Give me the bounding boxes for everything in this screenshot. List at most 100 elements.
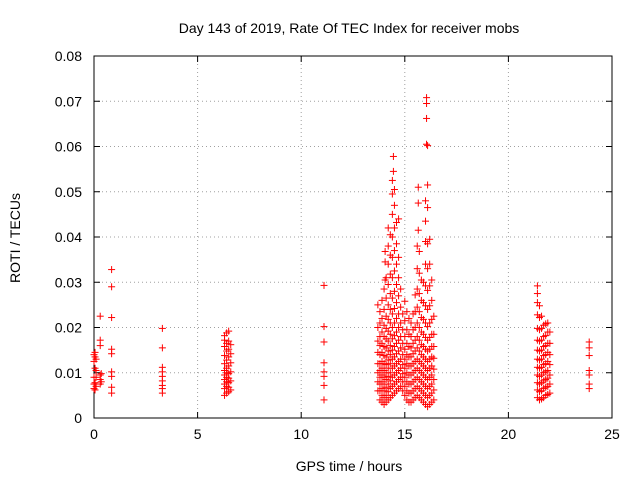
data-point	[221, 360, 229, 368]
data-point	[585, 380, 593, 388]
data-point	[388, 233, 396, 241]
data-point	[386, 377, 394, 385]
data-point	[386, 351, 394, 359]
data-point	[415, 308, 423, 316]
data-point	[227, 350, 235, 358]
data-point	[384, 337, 392, 345]
data-point	[393, 260, 401, 268]
data-point	[430, 312, 438, 320]
data-point	[428, 276, 436, 284]
data-point	[407, 319, 415, 327]
data-point	[227, 341, 235, 349]
data-point	[384, 356, 392, 364]
data-point	[430, 354, 438, 362]
data-point	[393, 281, 401, 289]
data-point	[92, 382, 100, 390]
data-point	[384, 315, 392, 323]
data-point	[92, 366, 100, 374]
data-point	[384, 242, 392, 250]
data-point	[405, 314, 413, 322]
data-point	[393, 299, 401, 307]
data-point	[414, 199, 422, 207]
data-point	[386, 360, 394, 368]
grid-lines	[94, 56, 612, 418]
data-point	[426, 302, 434, 310]
data-point	[376, 319, 384, 327]
x-tick-label: 20	[501, 426, 517, 442]
data-point	[428, 296, 436, 304]
data-point	[390, 287, 398, 295]
data-points	[90, 94, 593, 411]
data-point	[544, 319, 552, 327]
data-point	[221, 352, 229, 360]
data-point	[426, 260, 434, 268]
data-point	[430, 376, 438, 384]
data-point	[428, 371, 436, 379]
data-point	[91, 379, 99, 387]
data-point	[585, 344, 593, 352]
data-point	[389, 167, 397, 175]
data-point	[546, 328, 554, 336]
data-point	[430, 386, 438, 394]
data-point	[388, 253, 396, 261]
data-point	[380, 387, 388, 395]
data-point	[397, 303, 405, 311]
data-point	[386, 290, 394, 298]
data-point	[227, 368, 235, 376]
data-point	[403, 308, 411, 316]
data-point	[96, 371, 104, 379]
y-tick-label: 0.04	[55, 229, 82, 245]
data-point	[320, 338, 328, 346]
data-point	[374, 301, 382, 309]
data-point	[108, 345, 116, 353]
data-point	[395, 336, 403, 344]
data-point	[546, 380, 554, 388]
data-point	[91, 348, 99, 356]
data-point	[546, 389, 554, 397]
data-point	[415, 336, 423, 344]
data-point	[401, 355, 409, 363]
data-point	[384, 260, 392, 268]
data-point	[384, 301, 392, 309]
y-axis-title: ROTI / TECUs	[7, 193, 23, 283]
data-point	[426, 319, 434, 327]
data-point	[382, 361, 390, 369]
data-point	[227, 386, 235, 394]
data-point	[97, 378, 105, 386]
data-point	[415, 269, 423, 277]
data-point	[533, 282, 541, 290]
data-point	[390, 185, 398, 193]
data-point	[108, 389, 116, 397]
data-point	[91, 386, 99, 394]
data-point	[397, 344, 405, 352]
data-point	[397, 285, 405, 293]
data-point	[108, 283, 116, 291]
data-point	[415, 247, 423, 255]
data-point	[96, 312, 104, 320]
data-point	[395, 253, 403, 261]
data-point	[401, 345, 409, 353]
data-point	[585, 338, 593, 346]
y-tick-label: 0.06	[55, 139, 82, 155]
data-point	[414, 226, 422, 234]
data-point	[407, 333, 415, 341]
data-point	[538, 336, 546, 344]
data-point	[407, 344, 415, 352]
data-point	[97, 370, 105, 378]
data-point	[415, 290, 423, 298]
data-point	[382, 391, 390, 399]
data-point	[320, 359, 328, 367]
data-point	[535, 302, 543, 310]
data-point	[227, 359, 235, 367]
data-point	[424, 240, 432, 248]
data-point	[546, 339, 554, 347]
data-point	[390, 332, 398, 340]
data-point	[401, 364, 409, 372]
data-point	[413, 285, 421, 293]
data-point	[382, 294, 390, 302]
data-point	[413, 265, 421, 273]
data-point	[423, 140, 431, 148]
data-point	[546, 351, 554, 359]
data-point	[386, 342, 394, 350]
